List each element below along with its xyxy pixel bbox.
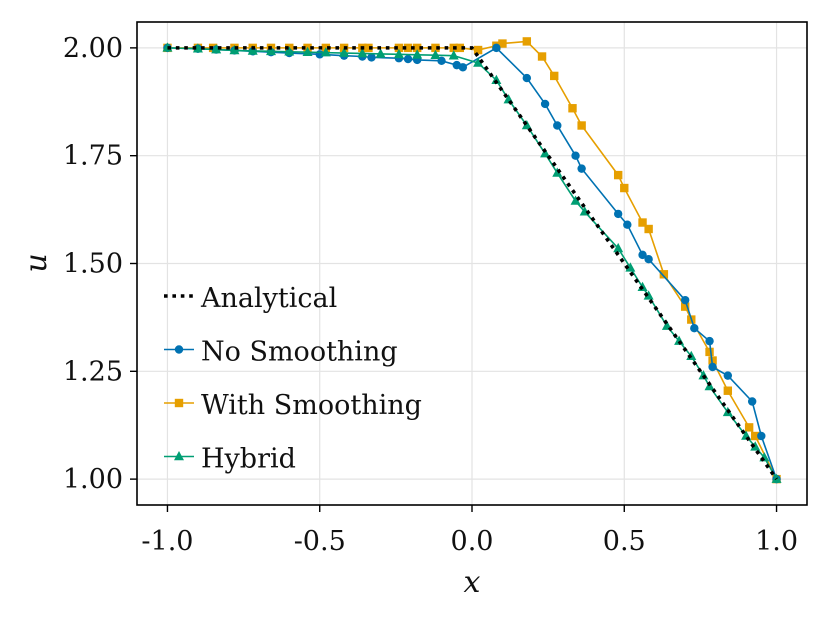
data-point-no-smoothing <box>705 336 714 346</box>
legend-entry-hybrid: Hybrid <box>164 444 296 475</box>
data-point-with-smoothing <box>577 121 586 130</box>
series-analytical <box>167 46 779 481</box>
data-point-with-smoothing <box>522 37 532 46</box>
legend-entry-no-smoothing: No Smoothing <box>164 337 398 368</box>
data-point-hybrid <box>211 44 222 54</box>
data-point-hybrid <box>357 47 368 58</box>
y-tick-label: 1.75 <box>63 141 123 172</box>
data-point-hybrid <box>284 46 295 56</box>
data-point-hybrid <box>393 48 404 59</box>
data-point-with-smoothing <box>455 43 465 53</box>
data-point-with-smoothing <box>473 45 483 55</box>
data-point-with-smoothing <box>412 43 422 53</box>
data-point-with-smoothing <box>620 183 629 193</box>
data-point-no-smoothing <box>522 73 532 83</box>
data-point-no-smoothing <box>723 371 733 380</box>
legend-label-hybrid: Hybrid <box>201 444 296 475</box>
x-tick-label: 0.5 <box>603 526 646 557</box>
data-point-hybrid <box>625 262 636 272</box>
data-point-with-smoothing <box>537 52 547 61</box>
data-point-hybrid <box>229 44 240 55</box>
data-point-no-smoothing <box>644 254 653 264</box>
series-line-analytical <box>167 46 779 481</box>
data-point-no-smoothing <box>613 209 623 219</box>
data-point-hybrid <box>247 45 258 55</box>
data-point-hybrid <box>448 50 459 60</box>
data-point-no-smoothing <box>540 99 550 109</box>
x-tick-label: 0.0 <box>451 526 494 557</box>
x-tick-label: -0.5 <box>294 526 346 557</box>
data-point-hybrid <box>302 46 313 56</box>
data-point-with-smoothing <box>644 224 653 234</box>
data-point-with-smoothing <box>403 43 413 53</box>
data-point-with-smoothing <box>364 43 373 53</box>
y-tick-label: 1.00 <box>63 464 123 495</box>
data-point-no-smoothing <box>708 362 717 372</box>
data-point-with-smoothing <box>744 423 754 432</box>
data-point-hybrid <box>412 49 423 59</box>
data-point-hybrid <box>192 43 203 53</box>
data-point-no-smoothing <box>458 63 468 72</box>
data-point-with-smoothing <box>613 170 623 180</box>
data-point-hybrid <box>613 242 624 253</box>
data-point-hybrid <box>375 48 386 58</box>
data-point-hybrid <box>266 45 276 56</box>
legend-marker-with-smoothing <box>174 398 184 408</box>
legend-marker-hybrid <box>174 451 184 461</box>
x-tick-label: 1.0 <box>755 526 798 557</box>
data-point-no-smoothing <box>492 43 501 53</box>
data-point-hybrid <box>430 49 441 60</box>
y-axis-label: u <box>19 253 54 272</box>
data-point-no-smoothing <box>577 164 586 173</box>
x-tick-label: -1.0 <box>141 526 193 557</box>
data-point-no-smoothing <box>571 151 580 160</box>
data-point-with-smoothing <box>751 431 760 441</box>
tick-layer: -1.0 -0.5 0.0 0.5 1.0 1.00 1.25 1.50 1.75 2.00 <box>63 33 798 557</box>
data-point-hybrid <box>339 47 350 57</box>
data-point-hybrid <box>552 167 563 177</box>
y-tick-label: 1.50 <box>63 249 123 280</box>
data-point-hybrid <box>540 148 551 158</box>
data-point-hybrid <box>473 57 484 67</box>
series-layer <box>162 37 782 484</box>
legend-label-no-smoothing: No Smoothing <box>201 337 398 368</box>
y-tick-label: 2.00 <box>63 33 123 64</box>
data-point-no-smoothing <box>757 431 766 441</box>
legend-entry-with-smoothing: With Smoothing <box>164 390 422 421</box>
data-point-with-smoothing <box>705 347 714 357</box>
data-point-no-smoothing <box>553 121 562 130</box>
legend-label-with-smoothing: With Smoothing <box>201 390 422 421</box>
data-point-with-smoothing <box>568 104 577 113</box>
data-point-with-smoothing <box>550 71 559 81</box>
legend-label-analytical: Analytical <box>200 283 337 314</box>
data-point-with-smoothing <box>680 302 690 311</box>
data-point-hybrid <box>570 195 581 205</box>
data-point-with-smoothing <box>638 218 647 227</box>
data-point-no-smoothing <box>638 250 647 260</box>
data-point-with-smoothing <box>394 43 404 53</box>
data-point-hybrid <box>521 120 532 130</box>
y-tick-label: 1.25 <box>63 356 123 387</box>
data-point-with-smoothing <box>498 39 507 48</box>
x-axis-label: x <box>464 565 481 600</box>
data-point-no-smoothing <box>680 295 690 305</box>
legend-entry-analytical: Analytical <box>164 283 337 314</box>
data-point-no-smoothing <box>747 397 757 406</box>
legend-marker-no-smoothing <box>174 345 184 354</box>
data-point-with-smoothing <box>659 270 669 279</box>
series-line-hybrid <box>167 47 778 480</box>
legend: Analytical No Smoothing With Smoothing Hybr… <box>164 283 422 475</box>
data-point-with-smoothing <box>431 43 440 53</box>
data-point-with-smoothing <box>723 386 733 395</box>
data-point-no-smoothing <box>623 220 632 229</box>
data-point-hybrid <box>320 47 331 57</box>
data-point-no-smoothing <box>403 54 413 64</box>
data-point-no-smoothing <box>690 323 699 333</box>
data-point-no-smoothing <box>367 53 376 62</box>
